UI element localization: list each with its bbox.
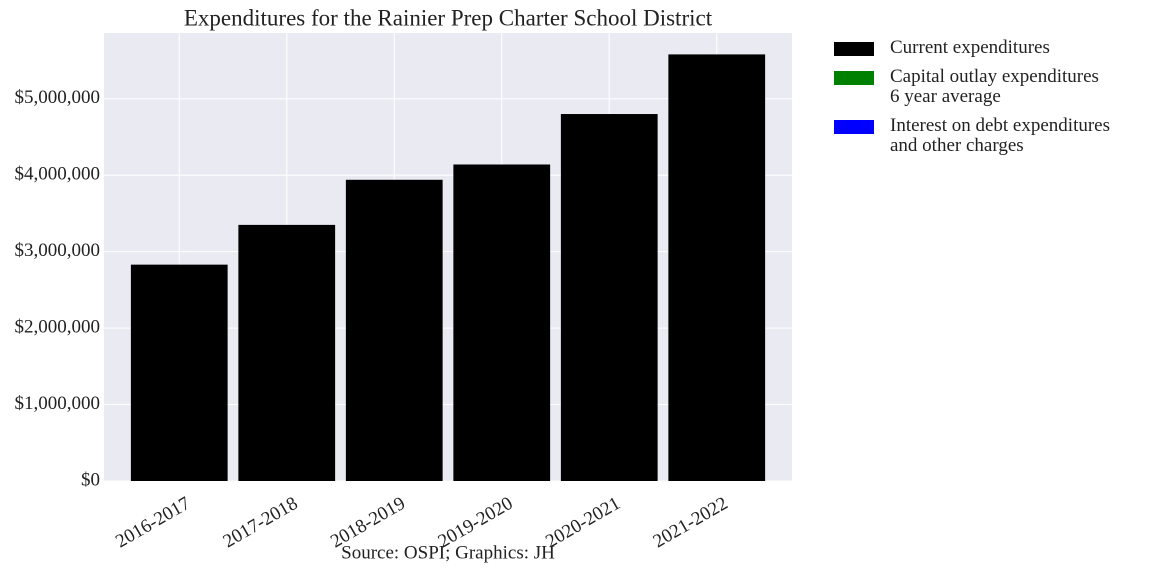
- bar: [345, 179, 443, 482]
- legend-label: Current expenditures: [890, 37, 1050, 58]
- y-tick-label: $0: [81, 469, 100, 490]
- chart-title: Expenditures for the Rainier Prep Charte…: [184, 5, 713, 30]
- bar: [130, 264, 228, 481]
- y-tick-label: $1,000,000: [15, 393, 101, 414]
- legend-swatch: [834, 120, 874, 134]
- bar: [238, 224, 336, 481]
- y-tick-label: $2,000,000: [15, 316, 101, 337]
- caption: Source: OSPI; Graphics: JH: [341, 542, 555, 563]
- bar: [453, 164, 551, 481]
- legend-swatch: [834, 71, 874, 85]
- legend: Current expenditures Capital outlay expen…: [834, 38, 1110, 165]
- x-tick-label: 2021-2022: [650, 493, 732, 552]
- y-tick-label: $5,000,000: [15, 87, 101, 108]
- x-tick-label: 2016-2017: [112, 493, 194, 552]
- bar: [668, 54, 766, 482]
- legend-entry: Current expenditures: [834, 38, 1110, 58]
- bar: [560, 114, 658, 482]
- legend-label: Interest on debt expenditures and other …: [890, 115, 1111, 156]
- legend-entry: Interest on debt expenditures and other …: [834, 116, 1110, 156]
- y-tick-label: $3,000,000: [15, 240, 101, 261]
- legend-swatch: [834, 42, 874, 56]
- x-tick-label: 2020-2021: [542, 493, 624, 552]
- legend-entry: Capital outlay expenditures 6 year avera…: [834, 67, 1110, 107]
- y-tick-label: $4,000,000: [15, 164, 101, 185]
- x-tick-label: 2017-2018: [220, 493, 302, 552]
- legend-label: Capital outlay expenditures 6 year avera…: [890, 66, 1099, 107]
